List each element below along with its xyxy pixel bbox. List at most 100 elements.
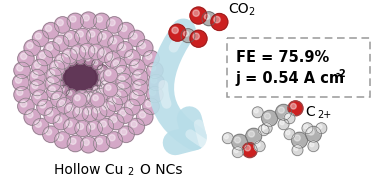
Circle shape	[46, 68, 62, 83]
Circle shape	[99, 87, 105, 93]
Circle shape	[53, 65, 64, 76]
Circle shape	[127, 102, 133, 108]
Circle shape	[92, 85, 103, 96]
Circle shape	[67, 135, 84, 152]
Circle shape	[143, 98, 159, 115]
Circle shape	[52, 63, 58, 69]
Circle shape	[117, 41, 133, 58]
Text: Hollow Cu: Hollow Cu	[54, 163, 123, 177]
Circle shape	[60, 87, 64, 91]
Circle shape	[14, 86, 30, 103]
Circle shape	[75, 91, 86, 102]
Circle shape	[172, 27, 178, 33]
Circle shape	[55, 81, 59, 85]
Circle shape	[107, 96, 122, 111]
Circle shape	[20, 53, 27, 59]
Circle shape	[75, 53, 86, 64]
Circle shape	[85, 108, 91, 115]
Ellipse shape	[59, 60, 102, 95]
Circle shape	[80, 136, 97, 153]
Circle shape	[94, 61, 98, 65]
Circle shape	[291, 103, 296, 109]
Circle shape	[57, 98, 72, 113]
Circle shape	[24, 40, 40, 56]
Circle shape	[118, 126, 134, 142]
Circle shape	[113, 60, 119, 66]
Circle shape	[66, 55, 77, 66]
Circle shape	[55, 67, 59, 71]
Circle shape	[132, 79, 148, 96]
Circle shape	[86, 91, 90, 95]
Circle shape	[112, 89, 128, 105]
Circle shape	[14, 62, 30, 79]
Circle shape	[310, 143, 314, 147]
Circle shape	[12, 74, 29, 91]
Circle shape	[292, 145, 303, 156]
Circle shape	[33, 118, 49, 135]
Circle shape	[59, 100, 65, 106]
Circle shape	[45, 25, 52, 31]
Circle shape	[286, 115, 290, 119]
Circle shape	[263, 125, 267, 129]
Circle shape	[77, 123, 84, 129]
Circle shape	[100, 50, 106, 56]
Circle shape	[97, 65, 108, 76]
Text: CO: CO	[228, 2, 248, 16]
Circle shape	[136, 109, 153, 125]
Circle shape	[146, 101, 152, 107]
Circle shape	[103, 68, 118, 82]
Circle shape	[96, 85, 112, 100]
Circle shape	[75, 95, 80, 101]
Circle shape	[139, 112, 146, 118]
Circle shape	[94, 87, 98, 91]
Circle shape	[32, 83, 38, 89]
Circle shape	[77, 55, 81, 59]
Circle shape	[35, 121, 42, 127]
Circle shape	[254, 109, 258, 113]
FancyArrowPatch shape	[163, 31, 204, 148]
Circle shape	[116, 73, 132, 89]
Circle shape	[73, 47, 79, 53]
Circle shape	[232, 147, 243, 158]
Circle shape	[128, 30, 144, 47]
Circle shape	[308, 129, 314, 135]
Circle shape	[99, 70, 115, 85]
Circle shape	[252, 107, 263, 118]
Circle shape	[89, 123, 95, 129]
Ellipse shape	[62, 62, 99, 93]
Circle shape	[83, 15, 89, 21]
Circle shape	[77, 31, 84, 37]
Text: -2: -2	[335, 70, 346, 79]
Circle shape	[222, 133, 233, 144]
Circle shape	[106, 17, 122, 33]
Circle shape	[278, 107, 284, 113]
Circle shape	[32, 72, 38, 78]
Circle shape	[127, 52, 133, 58]
Circle shape	[294, 147, 298, 151]
Circle shape	[211, 14, 228, 30]
Circle shape	[82, 46, 88, 52]
Circle shape	[73, 105, 88, 121]
Circle shape	[75, 91, 90, 106]
Circle shape	[119, 44, 126, 50]
Circle shape	[119, 76, 125, 82]
Circle shape	[84, 94, 89, 100]
Circle shape	[93, 95, 98, 101]
Circle shape	[106, 132, 122, 148]
Circle shape	[190, 7, 207, 24]
Circle shape	[129, 59, 145, 75]
Circle shape	[47, 110, 53, 116]
Circle shape	[121, 25, 127, 31]
Circle shape	[70, 16, 76, 22]
Circle shape	[98, 118, 114, 134]
Circle shape	[128, 118, 144, 135]
Circle shape	[304, 125, 308, 129]
Circle shape	[54, 17, 71, 33]
Circle shape	[117, 68, 123, 74]
Circle shape	[58, 85, 69, 96]
Text: 2: 2	[249, 7, 255, 17]
Circle shape	[63, 31, 79, 47]
Circle shape	[316, 123, 327, 134]
Circle shape	[60, 61, 64, 65]
Circle shape	[124, 50, 140, 66]
